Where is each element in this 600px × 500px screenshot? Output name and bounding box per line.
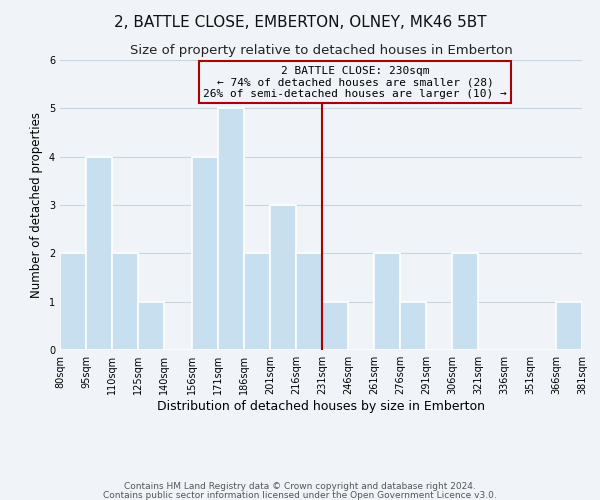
Bar — [322, 302, 348, 350]
Bar — [452, 254, 478, 350]
Title: Size of property relative to detached houses in Emberton: Size of property relative to detached ho… — [130, 44, 512, 58]
Text: 2, BATTLE CLOSE, EMBERTON, OLNEY, MK46 5BT: 2, BATTLE CLOSE, EMBERTON, OLNEY, MK46 5… — [113, 15, 487, 30]
X-axis label: Distribution of detached houses by size in Emberton: Distribution of detached houses by size … — [157, 400, 485, 413]
Bar — [244, 254, 270, 350]
Bar — [556, 302, 582, 350]
Bar — [400, 302, 426, 350]
Bar — [86, 156, 112, 350]
Bar — [192, 156, 218, 350]
Bar — [296, 254, 322, 350]
Bar — [218, 108, 244, 350]
Y-axis label: Number of detached properties: Number of detached properties — [31, 112, 43, 298]
Bar — [270, 205, 296, 350]
Bar — [374, 254, 400, 350]
Bar — [112, 254, 138, 350]
Text: Contains public sector information licensed under the Open Government Licence v3: Contains public sector information licen… — [103, 491, 497, 500]
Bar — [60, 254, 86, 350]
Text: Contains HM Land Registry data © Crown copyright and database right 2024.: Contains HM Land Registry data © Crown c… — [124, 482, 476, 491]
Bar — [138, 302, 164, 350]
Text: 2 BATTLE CLOSE: 230sqm
← 74% of detached houses are smaller (28)
26% of semi-det: 2 BATTLE CLOSE: 230sqm ← 74% of detached… — [203, 66, 507, 99]
